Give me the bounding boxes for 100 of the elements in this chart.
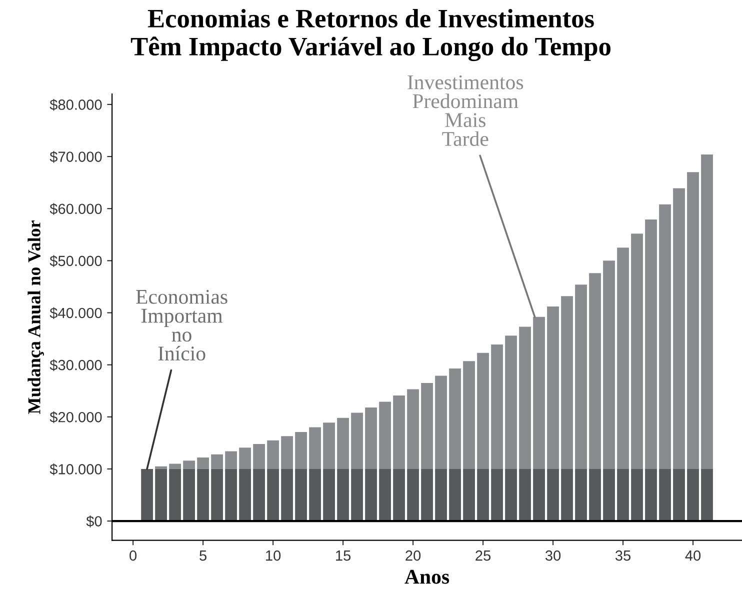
bar (211, 468, 223, 522)
bar (659, 204, 671, 469)
bar (687, 172, 699, 469)
bar (589, 273, 601, 469)
bar (169, 464, 181, 469)
y-tick-label: $40.000 (50, 307, 102, 320)
bar (183, 460, 195, 469)
bar (309, 468, 321, 522)
x-tick-label: 30 (545, 550, 561, 561)
bar (393, 468, 405, 522)
bar (659, 468, 671, 522)
bar (365, 408, 377, 469)
bar (547, 306, 559, 469)
bar (617, 248, 629, 469)
bar (631, 468, 643, 522)
bar (533, 316, 545, 469)
bar (351, 468, 363, 522)
bar (603, 468, 615, 522)
bar (239, 468, 251, 522)
bar (407, 468, 419, 522)
bar (281, 436, 293, 469)
bar (295, 468, 307, 522)
bar (407, 389, 419, 469)
bar (477, 468, 489, 522)
x-tick-label: 10 (266, 550, 281, 561)
bar (673, 468, 685, 522)
bar (267, 468, 279, 522)
bar (617, 468, 629, 522)
y-tick-label: $60.000 (50, 203, 102, 215)
bar (701, 468, 713, 522)
bar (155, 468, 167, 522)
bar (519, 468, 531, 522)
bar (225, 468, 237, 522)
y-tick-label: $30.000 (50, 359, 102, 372)
bar (645, 220, 657, 469)
bar (169, 468, 181, 522)
bar (379, 402, 391, 469)
bar (239, 448, 251, 469)
x-axis-title: Anos (404, 570, 450, 584)
bar (365, 468, 377, 522)
bar (505, 336, 517, 469)
bar (225, 451, 237, 469)
bar (141, 468, 153, 522)
bar (267, 440, 279, 469)
y-tick-label: $70.000 (50, 151, 102, 163)
bar (575, 468, 587, 522)
bar (435, 468, 447, 522)
y-tick-label: $20.000 (50, 411, 102, 424)
bar (533, 468, 545, 522)
bar (183, 468, 195, 522)
y-tick-label: $0 (86, 516, 102, 528)
bar (295, 432, 307, 469)
bar (631, 234, 643, 469)
y-axis-title: Mudança Anual no Valor (28, 220, 44, 414)
bar (197, 458, 209, 469)
bar (211, 454, 223, 469)
bar (421, 383, 433, 469)
x-tick-label: 25 (476, 550, 491, 561)
bar (491, 344, 503, 469)
bar (673, 188, 685, 469)
bar (337, 418, 349, 469)
bar (687, 468, 699, 522)
bar (351, 412, 363, 469)
bar (519, 326, 531, 469)
bar (323, 468, 335, 522)
bar (197, 468, 209, 522)
bar (589, 468, 601, 522)
bar (603, 260, 615, 469)
bar (701, 154, 713, 469)
bar (477, 352, 489, 469)
x-tick-label: 5 (200, 550, 206, 561)
bar (253, 468, 265, 522)
bar (505, 468, 517, 522)
x-tick-label: 0 (130, 550, 137, 561)
bar (421, 468, 433, 522)
y-tick-label: $80.000 (50, 98, 102, 111)
bar (645, 468, 657, 522)
bar (309, 427, 321, 469)
y-tick-label: $10.000 (50, 463, 102, 476)
bar (435, 376, 447, 469)
bar (379, 468, 391, 522)
bar (575, 284, 587, 469)
bar (561, 468, 573, 522)
x-tick-label: 40 (685, 550, 701, 561)
bar (155, 466, 167, 469)
bar (253, 444, 265, 469)
chart-title: Economias e Retornos de Investimentos Têm Impacto Variável ao Longo do Tempo (130, 8, 610, 62)
bar (393, 396, 405, 469)
bar (337, 468, 349, 522)
x-tick-label: 15 (336, 550, 351, 561)
bar (449, 468, 461, 522)
bar (281, 468, 293, 522)
bar (463, 468, 475, 522)
bar (463, 361, 475, 469)
y-tick-label: $50.000 (50, 255, 102, 267)
bar (449, 368, 461, 469)
bar (547, 468, 559, 522)
bar (491, 468, 503, 522)
annotation: Economias Importam no Início (136, 290, 228, 361)
x-tick-label: 20 (406, 550, 421, 561)
